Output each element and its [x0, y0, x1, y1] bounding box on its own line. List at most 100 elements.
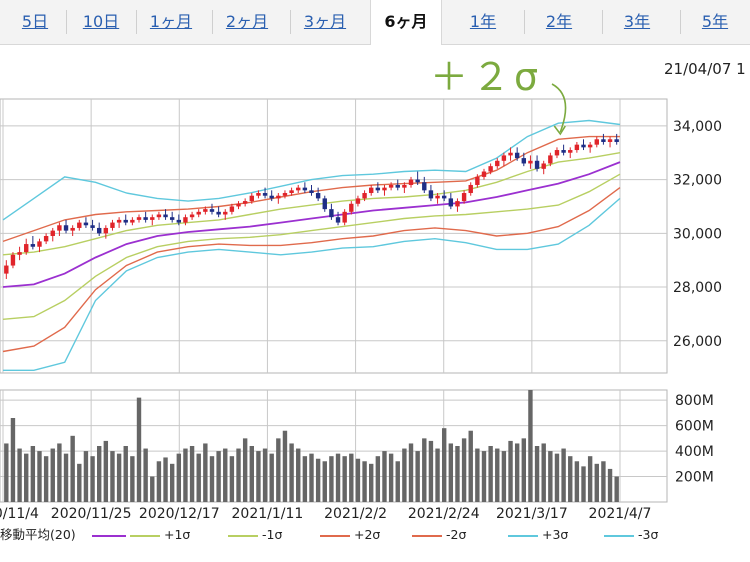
legend-label: -2σ	[446, 527, 467, 542]
volume-bar	[176, 453, 182, 502]
tab-0[interactable]: 5日	[21, 12, 49, 31]
candle-body	[428, 190, 434, 199]
candle-body	[302, 187, 308, 191]
legend-label: -1σ	[262, 527, 283, 542]
tab-separator	[602, 10, 603, 34]
candle-body	[50, 230, 55, 236]
tab-1[interactable]: 10日	[82, 12, 120, 31]
candle-body	[388, 184, 394, 188]
candle-body	[402, 184, 407, 188]
candle-body	[37, 241, 42, 247]
candle-body	[229, 206, 235, 212]
candle-body	[196, 211, 201, 215]
volume-bar	[322, 461, 327, 502]
candle-body	[461, 193, 467, 202]
candle-body	[587, 144, 593, 148]
volume-bar	[50, 448, 55, 502]
candle-body	[309, 190, 314, 194]
candle-body	[17, 252, 22, 255]
date-tick-label: 2021/1/11	[232, 506, 304, 522]
candle-body	[30, 244, 36, 247]
volume-bar	[369, 463, 374, 502]
volume-bar	[594, 463, 599, 502]
candle-body	[561, 150, 566, 153]
volume-bar	[156, 461, 162, 502]
candle-body	[315, 193, 321, 199]
tab-separator	[524, 10, 525, 34]
tab-9[interactable]: 5年	[701, 12, 729, 31]
candle-body	[455, 201, 460, 207]
volume-bar	[495, 448, 500, 502]
volume-bar	[189, 446, 195, 502]
candle-body	[63, 225, 69, 231]
volume-bar	[362, 461, 367, 502]
legend-swatch	[604, 535, 634, 537]
date-tick-label: 2021/2/2	[324, 506, 387, 522]
volume-bar	[388, 453, 394, 502]
date-tick-label: 2020/11/25	[51, 506, 132, 522]
candle-body	[43, 236, 49, 242]
tab-6[interactable]: 1年	[469, 12, 497, 31]
volume-bar	[70, 435, 75, 502]
candle-body	[136, 217, 142, 220]
candle-body	[183, 217, 188, 223]
volume-bar	[581, 466, 586, 502]
volume-bar	[96, 446, 102, 502]
candle-body	[614, 139, 619, 142]
tab-8[interactable]: 3年	[623, 12, 651, 31]
tab-separator	[136, 10, 137, 34]
volume-bar	[342, 456, 347, 502]
price-tick-label: 32,000	[673, 173, 722, 189]
legend-label: +2σ	[354, 527, 381, 542]
sma20-line	[2, 161, 621, 288]
volume-bar	[568, 456, 573, 502]
candle-body	[534, 160, 540, 169]
tab-separator	[66, 10, 67, 34]
tab-3[interactable]: 2ヶ月	[225, 12, 269, 31]
volume-bar	[395, 461, 400, 502]
date-tick-label: 2021/4/7	[589, 506, 652, 522]
price-tick-label: 34,000	[673, 119, 722, 135]
candle-body	[143, 217, 148, 220]
candle-body	[528, 160, 533, 164]
volume-bar	[229, 456, 235, 502]
volume-bar	[43, 456, 49, 502]
volume-tick-label: 800M	[675, 393, 714, 409]
volume-tick-label: 200M	[675, 470, 714, 486]
volume-bar	[123, 446, 128, 502]
candle-body	[574, 144, 580, 151]
candle-body	[70, 227, 75, 231]
candle-body	[57, 225, 62, 231]
plus3-sigma-line	[2, 119, 621, 221]
candle-body	[408, 179, 414, 185]
volume-bar	[17, 448, 22, 502]
minus1-sigma-line	[2, 173, 621, 320]
date-tick-label: 2021/3/17	[496, 506, 568, 522]
candle-body	[169, 217, 175, 220]
legend-label: +1σ	[164, 527, 191, 542]
price-tick-label: 28,000	[673, 280, 722, 296]
volume-bar	[435, 448, 440, 502]
tab-7[interactable]: 2年	[545, 12, 573, 31]
candle-body	[189, 214, 195, 218]
volume-bar	[574, 461, 580, 502]
legend-swatch	[412, 535, 442, 537]
volume-bar	[296, 448, 301, 502]
legend-swatch	[320, 535, 350, 537]
candle-body	[349, 203, 354, 212]
candle-body	[362, 193, 367, 199]
candle-body	[342, 211, 347, 223]
tab-5[interactable]: 6ヶ月	[370, 0, 442, 45]
volume-bar	[150, 476, 155, 502]
tab-4[interactable]: 3ヶ月	[303, 12, 347, 31]
candle-body	[150, 217, 155, 220]
candle-body	[156, 214, 162, 218]
candle-body	[594, 139, 599, 145]
volume-bar	[554, 453, 560, 502]
tab-2[interactable]: 1ヶ月	[149, 12, 193, 31]
legend-swatch	[130, 535, 160, 537]
candle-body	[296, 187, 301, 191]
volume-bar	[302, 456, 308, 502]
volume-bar	[475, 448, 480, 502]
volume-bar	[236, 448, 241, 502]
